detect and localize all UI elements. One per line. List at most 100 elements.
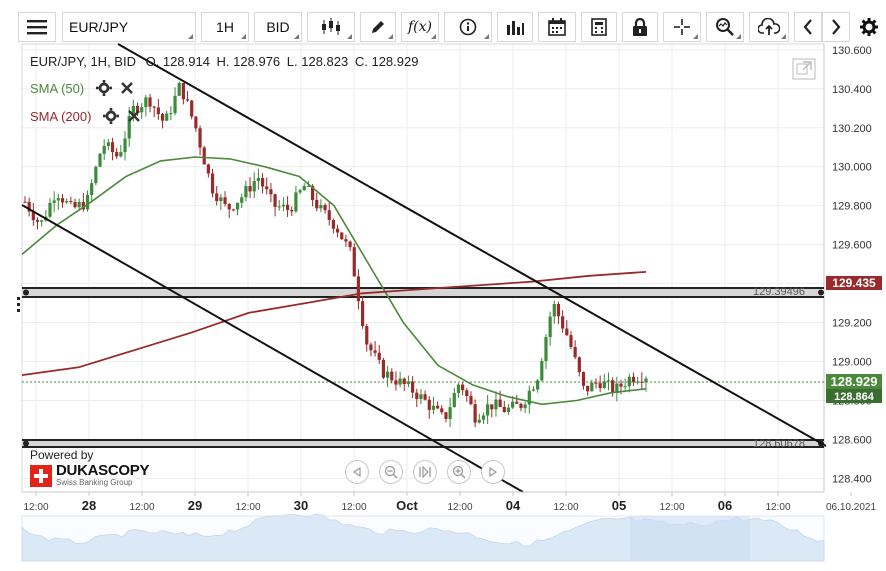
candle-body <box>277 206 281 208</box>
candle-body <box>452 393 456 408</box>
brand-name: DUKASCOPY <box>56 462 150 479</box>
draw-button[interactable] <box>360 12 396 42</box>
side-selector[interactable]: BID <box>254 12 302 42</box>
candle-body <box>265 186 269 190</box>
scroll-left-button[interactable] <box>345 460 369 484</box>
go-to-end-button[interactable] <box>413 460 437 484</box>
panel-resize-grip[interactable] <box>17 297 20 313</box>
price-tick-label: 129.600 <box>832 240 872 252</box>
sma50-settings-icon[interactable] <box>96 80 113 96</box>
level-band-lower[interactable]: 128.60678 <box>22 438 824 450</box>
candle-body <box>281 204 286 207</box>
brand-tagline: Swiss Banking Group <box>56 478 133 487</box>
navigator-selection[interactable] <box>630 516 750 561</box>
candle-body <box>377 352 381 360</box>
candle-body <box>569 335 573 347</box>
candle-body <box>511 401 515 408</box>
back-button[interactable] <box>794 12 822 42</box>
calendar-button[interactable] <box>538 12 576 42</box>
candle-body <box>69 201 73 203</box>
candle-body <box>423 394 427 400</box>
trendline-lower[interactable] <box>21 204 524 493</box>
candle-body <box>536 380 540 390</box>
candle-body <box>35 220 40 222</box>
settings-button[interactable] <box>854 12 884 42</box>
candle-body <box>486 404 490 416</box>
chart-type-button[interactable] <box>307 12 355 42</box>
sma200-remove-icon[interactable] <box>127 109 141 123</box>
price-tick-label: 128.400 <box>832 473 872 485</box>
menu-button[interactable] <box>18 12 56 42</box>
candle-body <box>115 152 119 157</box>
candle-body <box>344 239 348 242</box>
candle-body <box>498 399 502 407</box>
info-button[interactable] <box>444 12 492 42</box>
zoom-button[interactable] <box>706 12 744 42</box>
time-tick-label: Oct <box>396 498 418 513</box>
time-tick-label: 29 <box>188 498 202 513</box>
candle-body <box>448 407 452 419</box>
level-band-upper[interactable]: 129.39496 <box>22 286 824 298</box>
calculator-button[interactable] <box>581 12 617 42</box>
time-tick-label: 12:00 <box>447 502 472 513</box>
candle-body <box>302 186 306 191</box>
candle-body <box>60 198 65 203</box>
indicators-button[interactable]: f(x) <box>401 12 439 42</box>
candle-body <box>548 316 552 338</box>
volume-button[interactable] <box>497 12 533 42</box>
price-tick-label: 130.000 <box>832 162 872 174</box>
price-tick-label: 130.200 <box>832 123 872 135</box>
crosshair-icon <box>674 19 690 35</box>
price-tick-label: 129.000 <box>832 356 872 368</box>
candle-body <box>223 197 227 204</box>
zoom-in-button[interactable] <box>447 460 471 484</box>
candle-body <box>465 390 469 397</box>
candle-body <box>644 378 648 383</box>
candle-body <box>235 202 240 210</box>
instrument-selector[interactable]: EUR/JPY <box>62 12 196 42</box>
crosshair-button[interactable] <box>663 12 701 42</box>
time-tick-label: 12:00 <box>553 502 578 513</box>
sma200-settings-icon[interactable] <box>103 108 120 124</box>
candle-body <box>494 399 498 410</box>
candle-body <box>398 378 402 385</box>
candle-body <box>602 381 606 389</box>
forward-arrow-icon <box>832 19 841 35</box>
lock-button[interactable] <box>622 12 658 42</box>
candle-body <box>561 316 565 329</box>
candle-body <box>519 403 523 409</box>
svg-text:128.929: 128.929 <box>831 374 878 389</box>
candle-body <box>527 390 531 405</box>
upload-button[interactable] <box>749 12 789 42</box>
candle-body <box>52 200 56 203</box>
legend-high: H. 128.976 <box>216 54 281 69</box>
go-to-end-icon <box>419 466 431 478</box>
candle-body <box>461 384 465 391</box>
candle-body <box>606 380 611 382</box>
candle-body <box>256 177 260 182</box>
candle-body <box>90 183 94 195</box>
candle-body <box>294 192 298 212</box>
timeframe-selector[interactable]: 1H <box>201 12 249 42</box>
candle-body <box>290 209 294 212</box>
candle-body <box>198 128 202 148</box>
candle-body <box>177 83 181 96</box>
candle-body <box>110 142 115 153</box>
candle-body <box>619 383 623 387</box>
expand-chart-button[interactable] <box>792 58 816 80</box>
timeframe-label: 1H <box>216 19 234 35</box>
candle-body <box>402 378 406 384</box>
candle-body <box>348 241 352 248</box>
trendline-upper[interactable] <box>117 43 827 447</box>
scroll-right-button[interactable] <box>481 460 505 484</box>
candle-body <box>473 404 477 423</box>
volume-bars-icon <box>507 21 524 35</box>
sma50-remove-icon[interactable] <box>120 81 134 95</box>
forward-button[interactable] <box>822 12 850 42</box>
candle-body <box>565 328 569 336</box>
candle-body <box>406 381 411 384</box>
zoom-out-button[interactable] <box>379 460 403 484</box>
candle-body <box>540 360 544 381</box>
navigator[interactable] <box>21 513 825 562</box>
